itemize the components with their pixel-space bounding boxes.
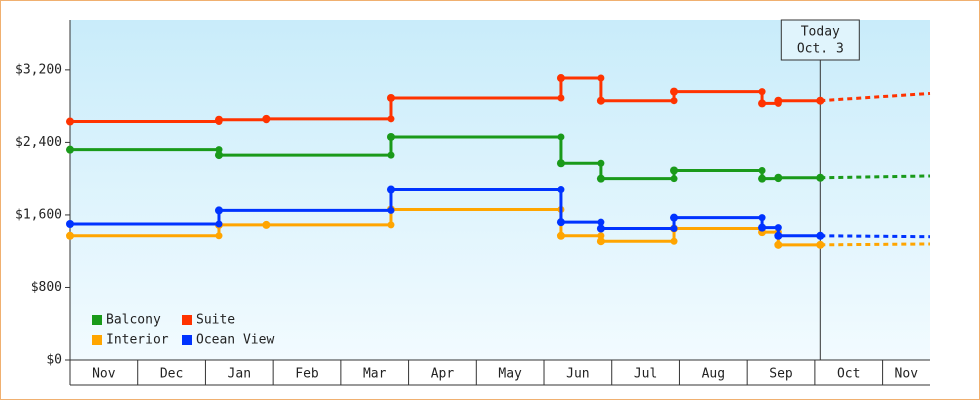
legend-swatch <box>182 335 192 345</box>
point <box>386 132 395 141</box>
point <box>670 87 679 96</box>
forecast-line <box>820 91 931 103</box>
x-tick-label: Jul <box>634 367 657 382</box>
y-tick-label: $3,200 <box>15 62 62 77</box>
forecast-line <box>820 242 931 247</box>
legend-swatch <box>182 315 192 325</box>
forecast-line <box>820 174 931 180</box>
x-tick-label: May <box>498 367 522 382</box>
legend-label: Balcony <box>106 313 161 328</box>
point <box>66 231 74 240</box>
point <box>758 99 767 108</box>
point <box>670 213 679 222</box>
x-tick-label: Aug <box>702 367 725 382</box>
x-tick-label: Jan <box>228 367 251 382</box>
point <box>774 96 783 105</box>
x-tick-label: Nov <box>92 367 116 382</box>
point <box>556 218 565 227</box>
today-label: Today <box>801 25 840 40</box>
x-tick-label: Apr <box>431 367 455 382</box>
point <box>596 96 605 105</box>
legend-label: Interior <box>106 333 169 348</box>
x-tick-label: Oct <box>837 367 860 382</box>
series <box>66 74 931 126</box>
x-tick-label: Jun <box>566 367 589 382</box>
point <box>758 223 767 232</box>
today-label: Oct. 3 <box>797 42 844 57</box>
y-tick-label: $0 <box>46 353 62 368</box>
x-tick-label: Nov <box>895 367 919 382</box>
x-tick-label: Mar <box>363 367 387 382</box>
point <box>556 231 565 240</box>
point <box>262 220 271 229</box>
x-tick-label: Dec <box>160 367 183 382</box>
y-tick-label: $2,400 <box>15 135 62 150</box>
point <box>774 240 783 249</box>
point <box>214 206 223 215</box>
point <box>670 166 679 175</box>
point <box>386 93 395 102</box>
point <box>386 185 395 194</box>
point <box>774 231 783 240</box>
point <box>774 173 783 182</box>
point <box>596 237 605 246</box>
series <box>66 185 931 240</box>
point <box>556 159 565 168</box>
series <box>66 132 931 183</box>
forecast-line <box>820 234 931 239</box>
legend-swatch <box>92 335 102 345</box>
point <box>596 174 605 183</box>
point <box>262 114 271 123</box>
point <box>758 174 767 183</box>
point <box>66 145 74 154</box>
point <box>214 151 223 160</box>
today-box <box>780 19 860 61</box>
x-tick-label: Feb <box>295 367 319 382</box>
y-tick-label: $800 <box>31 280 62 295</box>
point <box>596 224 605 233</box>
point <box>556 74 565 83</box>
x-tick-label: Sep <box>769 367 793 382</box>
point <box>214 115 223 124</box>
legend-label: Suite <box>196 313 235 328</box>
point <box>66 117 74 126</box>
legend-label: Ocean View <box>196 333 274 348</box>
point <box>66 220 74 228</box>
legend-swatch <box>92 315 102 325</box>
y-tick-label: $1,600 <box>15 207 62 222</box>
